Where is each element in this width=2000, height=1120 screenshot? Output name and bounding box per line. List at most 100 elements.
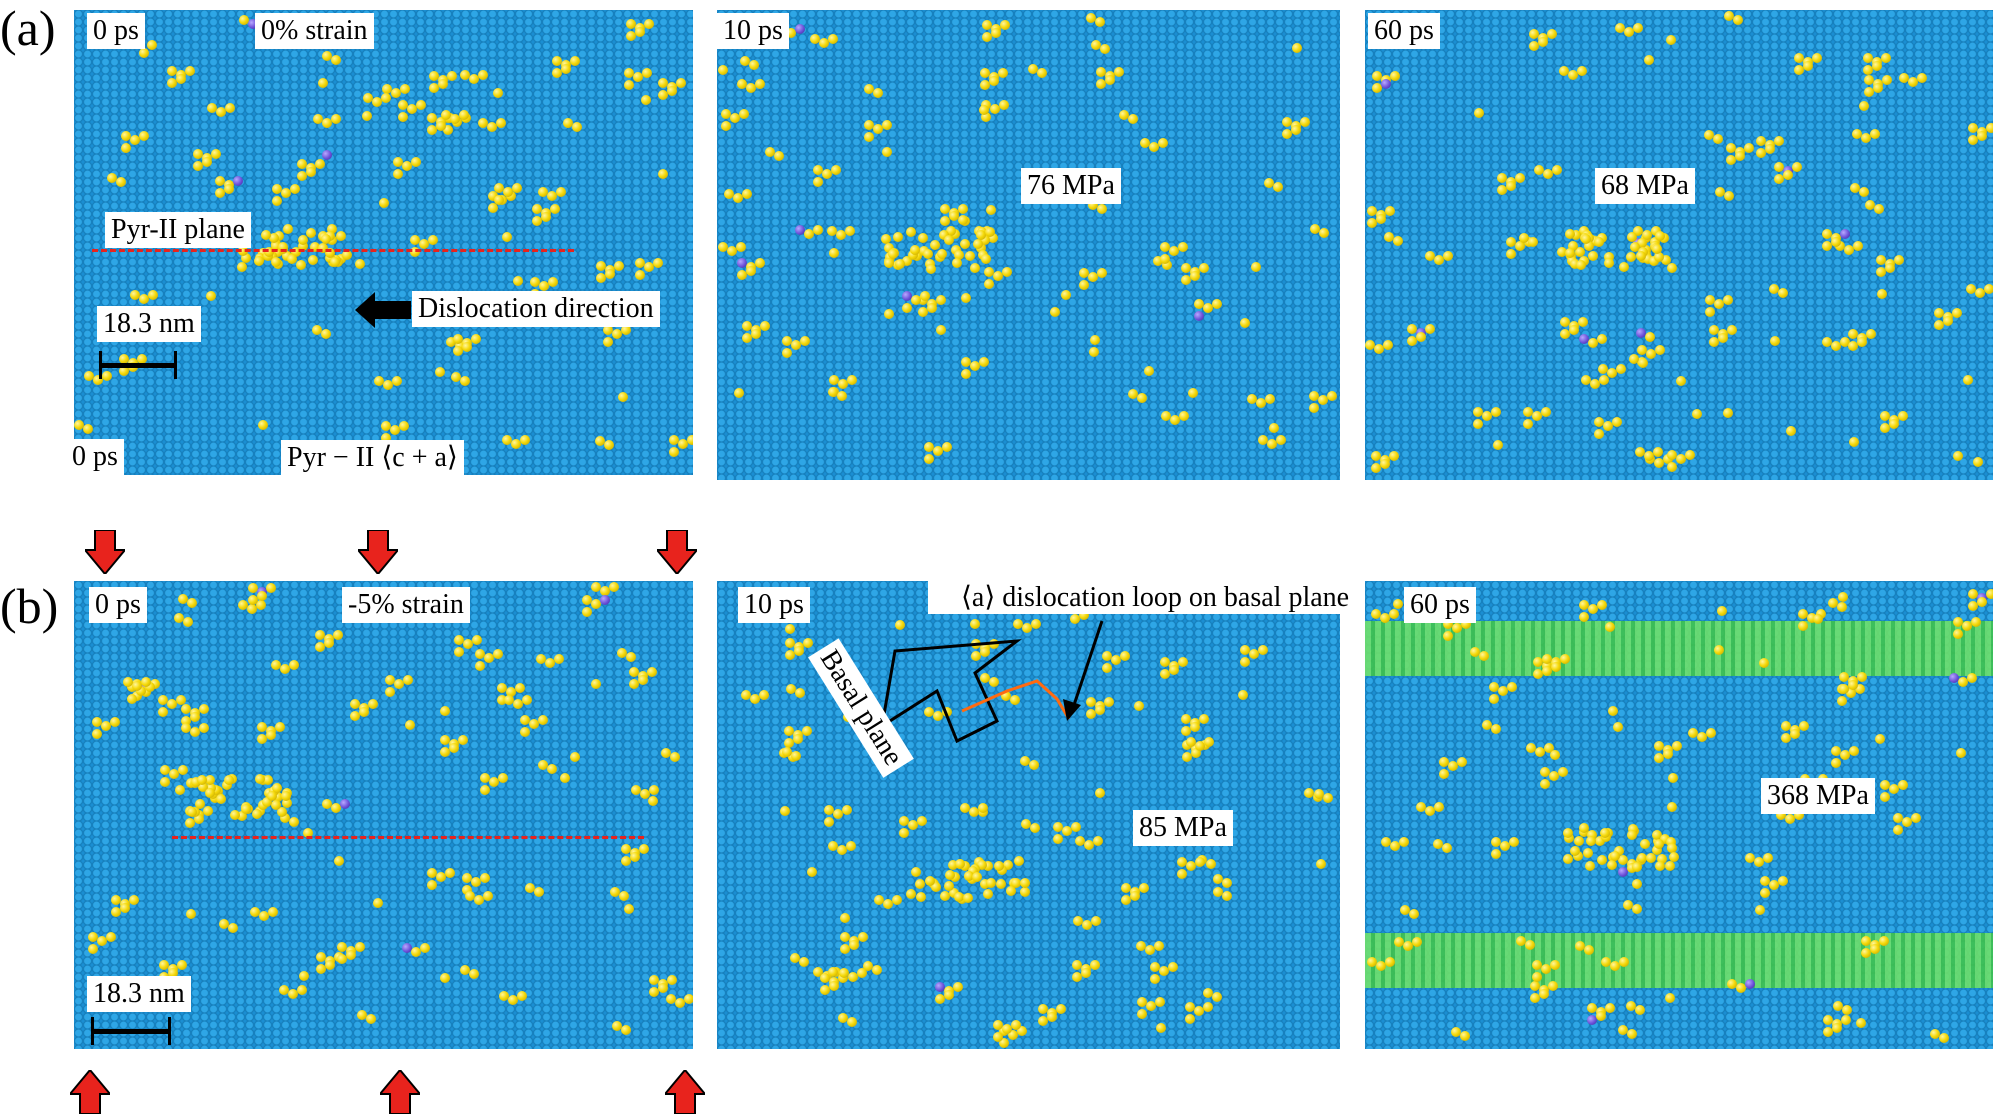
atom [909, 245, 920, 256]
atom [733, 192, 744, 203]
atom [1194, 1005, 1205, 1016]
atom [1061, 825, 1072, 836]
atom [979, 646, 990, 657]
time-label: 60 ps [1404, 587, 1476, 623]
atom [1821, 240, 1832, 251]
atom [1615, 364, 1626, 375]
atom [407, 104, 418, 115]
atom [1490, 723, 1501, 734]
pyr-ii-plane-line [92, 249, 574, 252]
atom [1150, 973, 1161, 984]
atom [1456, 757, 1467, 768]
atom [1665, 861, 1676, 872]
atom [296, 984, 307, 995]
atom [1263, 178, 1274, 189]
atom [1194, 299, 1205, 310]
atom [1541, 963, 1552, 974]
atom [1864, 87, 1875, 98]
atom [1832, 1023, 1843, 1034]
atom [1010, 1019, 1021, 1030]
atom [1724, 190, 1735, 201]
atom [91, 729, 102, 740]
atom [1764, 144, 1775, 155]
atom [1525, 940, 1536, 951]
atom [1619, 262, 1630, 273]
atom [1094, 788, 1105, 799]
basal-stacking-fault-band [1365, 933, 1993, 988]
atom [1371, 70, 1382, 81]
atom [647, 666, 658, 677]
atom [968, 865, 979, 876]
atom [429, 83, 440, 94]
atom [943, 989, 954, 1000]
atom [742, 321, 753, 332]
atom [793, 733, 804, 744]
atom [582, 607, 593, 618]
atom [145, 682, 156, 693]
atom [1807, 612, 1818, 623]
atom [190, 712, 200, 723]
atom [1379, 459, 1390, 470]
atom [383, 380, 393, 391]
atom [192, 160, 203, 171]
atom [427, 879, 438, 890]
atom [1652, 844, 1663, 855]
atom [1143, 365, 1154, 376]
atom [1078, 268, 1089, 279]
atom [1497, 686, 1508, 697]
atom [798, 956, 809, 967]
atom [547, 764, 558, 775]
atom [996, 878, 1007, 889]
atom [1798, 620, 1809, 631]
atom [934, 993, 945, 1004]
atom [334, 855, 345, 866]
atom [841, 805, 852, 816]
atom [603, 439, 614, 450]
atom [1213, 873, 1224, 884]
atom [669, 752, 680, 763]
atom [999, 1037, 1010, 1048]
atom [401, 943, 412, 954]
row-a-label: (a) [0, 0, 56, 56]
atom [534, 886, 545, 897]
atom [631, 784, 642, 795]
atom [960, 292, 971, 303]
atom [839, 944, 850, 955]
atom [933, 446, 944, 457]
atom [1840, 337, 1851, 348]
atom [197, 774, 208, 785]
atom [1380, 78, 1391, 89]
atom [923, 707, 934, 718]
atom [856, 967, 867, 978]
atom [1952, 617, 1963, 628]
atom [1645, 348, 1656, 359]
atom [932, 711, 943, 722]
atom [1836, 602, 1847, 613]
atom [610, 887, 621, 898]
atom [1560, 329, 1571, 340]
atom [127, 694, 138, 705]
atom [992, 1019, 1003, 1030]
atom [648, 987, 659, 998]
atom [1499, 840, 1510, 851]
atom [1326, 390, 1337, 401]
atom [1155, 997, 1166, 1008]
atom [992, 1031, 1003, 1042]
atom [115, 176, 126, 187]
atom [915, 891, 926, 902]
atom [312, 114, 323, 125]
atom [277, 242, 288, 253]
atom [737, 258, 748, 269]
atom [1407, 323, 1418, 334]
atom [419, 943, 430, 954]
atom [1000, 690, 1011, 701]
atom [1967, 135, 1978, 146]
atom [963, 892, 974, 903]
atom [979, 68, 990, 79]
atom [609, 582, 620, 593]
atom [262, 797, 273, 808]
atom [178, 594, 189, 605]
atom [240, 253, 251, 264]
atom [980, 234, 991, 245]
atom [531, 216, 542, 227]
